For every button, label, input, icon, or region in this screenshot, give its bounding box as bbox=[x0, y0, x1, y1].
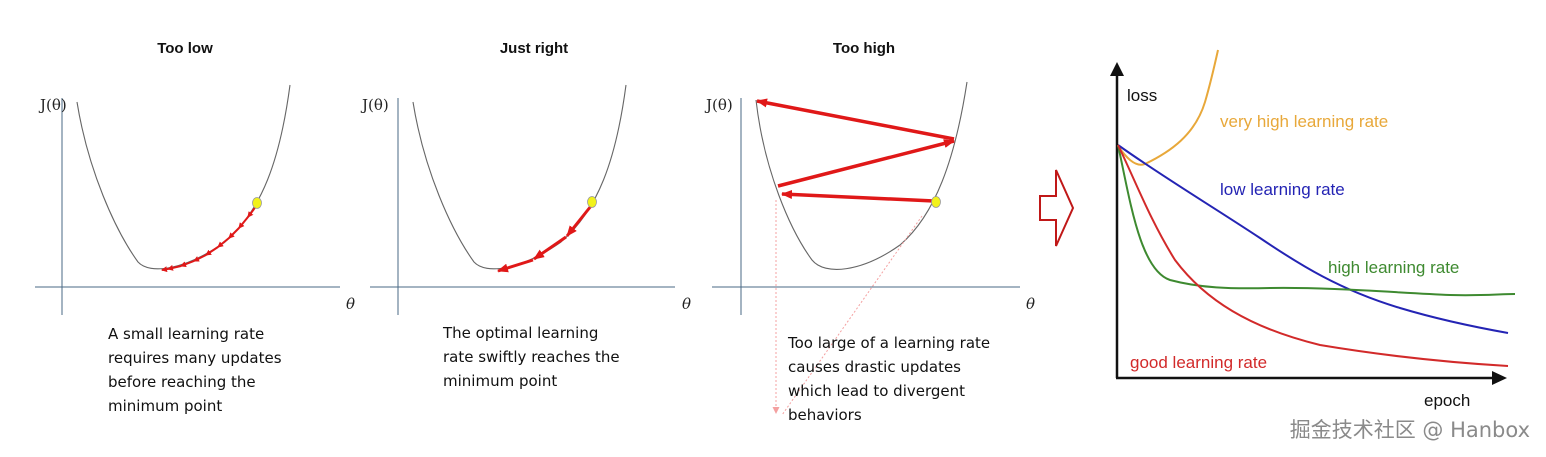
y-axis-label: J(θ) bbox=[704, 96, 733, 114]
caption-line: causes drastic updates bbox=[788, 358, 961, 376]
cost-curve bbox=[76, 84, 291, 270]
caption-line: The optimal learning bbox=[442, 324, 598, 342]
cost-curve bbox=[412, 84, 627, 270]
x-axis-label: θ bbox=[1026, 295, 1035, 313]
x-axis-label: θ bbox=[682, 295, 691, 313]
y-axis-label: J(θ) bbox=[38, 96, 67, 114]
epoch-axis-label: epoch bbox=[1424, 391, 1470, 410]
caption-line: A small learning rate bbox=[108, 325, 264, 343]
legend-high: high learning rate bbox=[1328, 258, 1459, 277]
legend-very-high: very high learning rate bbox=[1220, 112, 1388, 131]
panel-too-low: Too low J(θ) θ A small learning rate req… bbox=[35, 40, 355, 415]
small-update-arrows bbox=[161, 204, 258, 273]
callout-pointers bbox=[772, 200, 923, 416]
caption-line: minimum point bbox=[108, 397, 222, 415]
series-good bbox=[1117, 144, 1509, 367]
caption-line: requires many updates bbox=[108, 349, 282, 367]
panel-title: Just right bbox=[500, 40, 568, 57]
loss-axis-label: loss bbox=[1127, 86, 1157, 105]
start-point bbox=[587, 196, 597, 208]
y-axis-arrowhead bbox=[1110, 62, 1124, 76]
start-point bbox=[931, 196, 941, 208]
x-axis-label: θ bbox=[346, 295, 355, 313]
loss-chart: loss epoch very high learning rate low l… bbox=[1110, 49, 1516, 410]
panel-title: Too high bbox=[833, 40, 895, 57]
x-axis-arrowhead bbox=[1492, 371, 1507, 385]
series-low bbox=[1117, 144, 1509, 334]
cost-curve bbox=[755, 81, 968, 270]
panel-too-high: Too high J(θ) θ Too large of a learning … bbox=[704, 40, 1035, 424]
start-point bbox=[252, 197, 262, 209]
divergent-update-arrows bbox=[756, 98, 955, 203]
y-axis-label: J(θ) bbox=[360, 96, 389, 114]
caption-line: before reaching the bbox=[108, 373, 256, 391]
series-high bbox=[1117, 144, 1516, 297]
optimal-update-arrows bbox=[497, 205, 593, 273]
panel-title: Too low bbox=[157, 40, 213, 57]
legend-good: good learning rate bbox=[1130, 353, 1267, 372]
right-arrow-icon bbox=[1039, 169, 1075, 247]
watermark: 掘金技术社区 @ Hanbox bbox=[1290, 418, 1530, 442]
caption-line: behaviors bbox=[788, 406, 862, 424]
caption-line: rate swiftly reaches the bbox=[443, 348, 620, 366]
legend-low: low learning rate bbox=[1220, 180, 1345, 199]
caption-line: which lead to divergent bbox=[788, 382, 965, 400]
panel-just-right: Just right J(θ) θ The optimal learning r… bbox=[360, 40, 691, 390]
caption-line: minimum point bbox=[443, 372, 557, 390]
series-very-high bbox=[1117, 49, 1219, 166]
caption-line: Too large of a learning rate bbox=[787, 334, 990, 352]
